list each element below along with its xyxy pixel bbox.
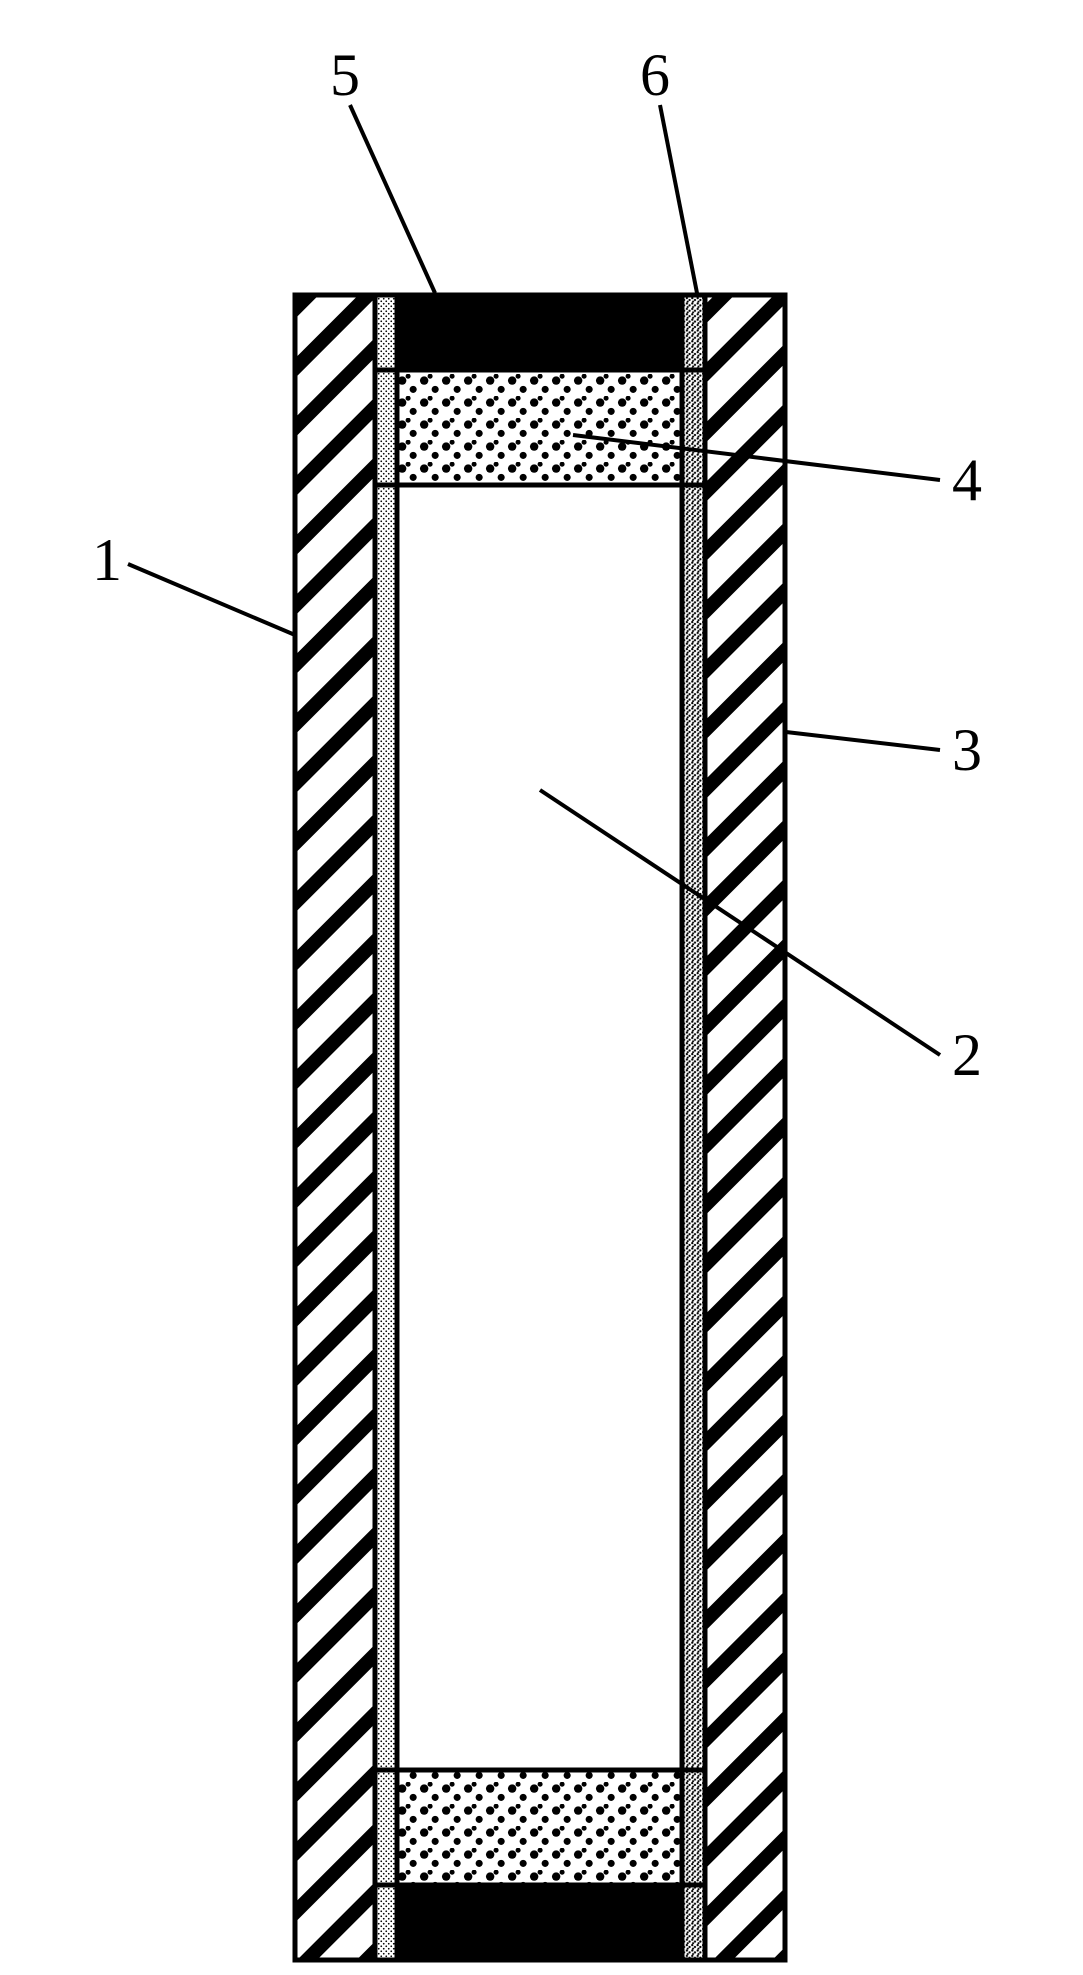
leader-6 [660,105,697,293]
label-2: 2 [952,1022,982,1088]
top-black-block [375,295,705,370]
leader-3 [786,732,940,750]
bottom-black-block [375,1885,705,1960]
label-5: 5 [330,42,360,108]
leader-5 [350,105,435,293]
left-hatched-wall [295,295,375,1960]
leader-1 [128,564,295,635]
label-1: 1 [92,527,122,593]
top-stipple-block [375,370,705,485]
label-4: 4 [952,447,982,513]
bottom-stipple-block [375,1770,705,1885]
left-fine-band [375,295,397,1960]
label-6: 6 [640,42,670,108]
right-hatched-wall [705,295,785,1960]
label-3: 3 [952,717,982,783]
inner-cavity [397,485,682,1770]
right-fine-band [682,295,706,1960]
